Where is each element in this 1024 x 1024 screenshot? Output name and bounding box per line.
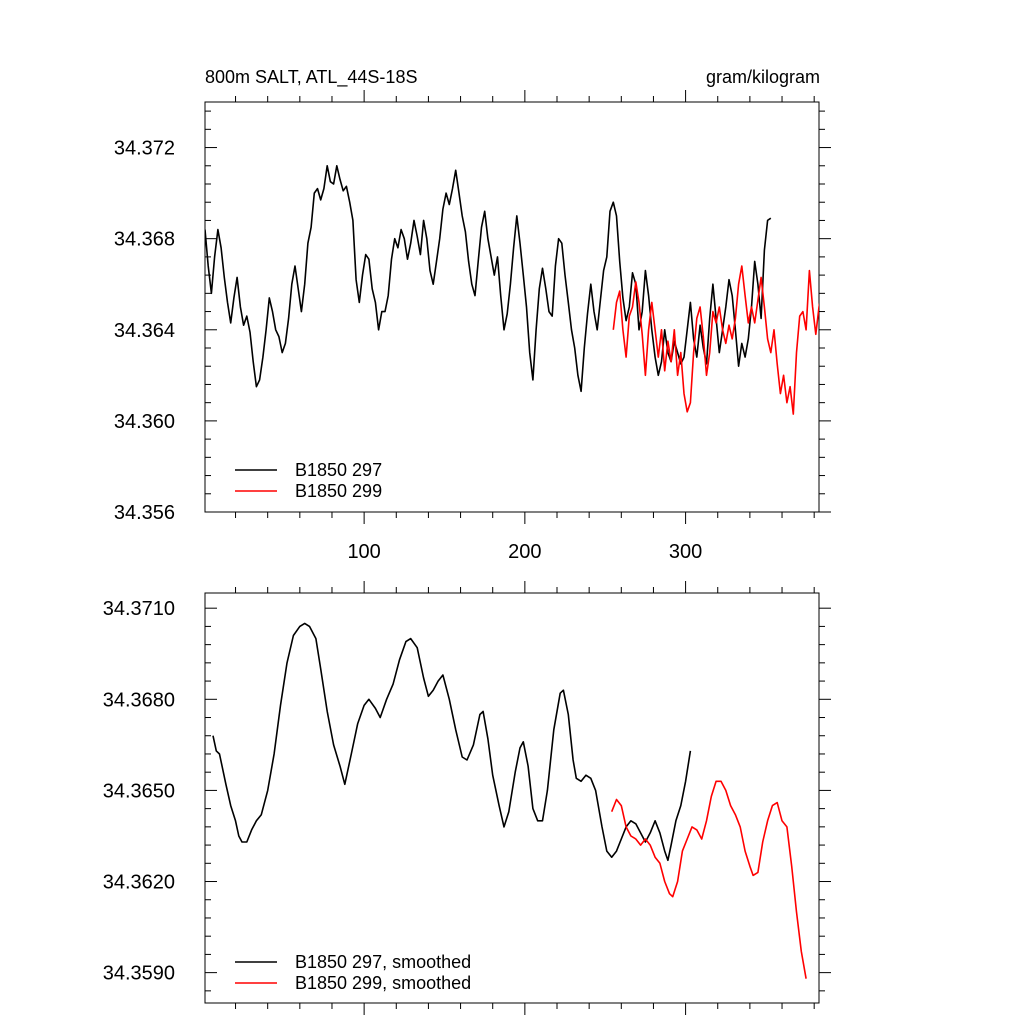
- y-tick-label: 34.364: [114, 320, 175, 342]
- plot-frame: [204, 592, 820, 1004]
- y-tick-label: 34.368: [114, 229, 175, 251]
- chart-units: gram/kilogram: [706, 67, 820, 87]
- series-group: [205, 165, 819, 415]
- legend-label-2: B1850 299: [295, 481, 382, 501]
- y-tick-label: 34.3650: [103, 780, 175, 802]
- x-tick-label: 300: [669, 541, 702, 563]
- series-line-1: [212, 622, 692, 862]
- series-group: [212, 622, 807, 979]
- y-tick-label: 34.3710: [103, 598, 175, 620]
- plot-frame: [204, 101, 820, 513]
- legend-label-1: B1850 297, smoothed: [295, 952, 471, 972]
- legend-label-1: B1850 297: [295, 460, 382, 480]
- x-tick-label: 200: [508, 541, 541, 563]
- y-tick-label: 34.372: [114, 138, 175, 160]
- x-tick-label: 100: [347, 541, 380, 563]
- series-line-2: [612, 265, 819, 415]
- chart-title-left: 800m SALT, ATL_44S-18S: [205, 67, 417, 88]
- bottom-panel: 34.3590 34.3620 34.3650 34.3680 34.3710 B1850…: [103, 581, 831, 1015]
- y-tick-label: 34.360: [114, 411, 175, 433]
- top-panel: 34.356 34.360 34.364 34.368 34.372 100 200 300 B…: [114, 90, 831, 563]
- series-line-2: [610, 780, 807, 979]
- y-tick-label: 34.356: [114, 502, 175, 524]
- y-tick-label: 34.3590: [103, 963, 175, 985]
- y-tick-label: 34.3620: [103, 872, 175, 894]
- series-line-1: [205, 165, 772, 393]
- y-tick-label: 34.3680: [103, 689, 175, 711]
- legend-label-2: B1850 299, smoothed: [295, 973, 471, 993]
